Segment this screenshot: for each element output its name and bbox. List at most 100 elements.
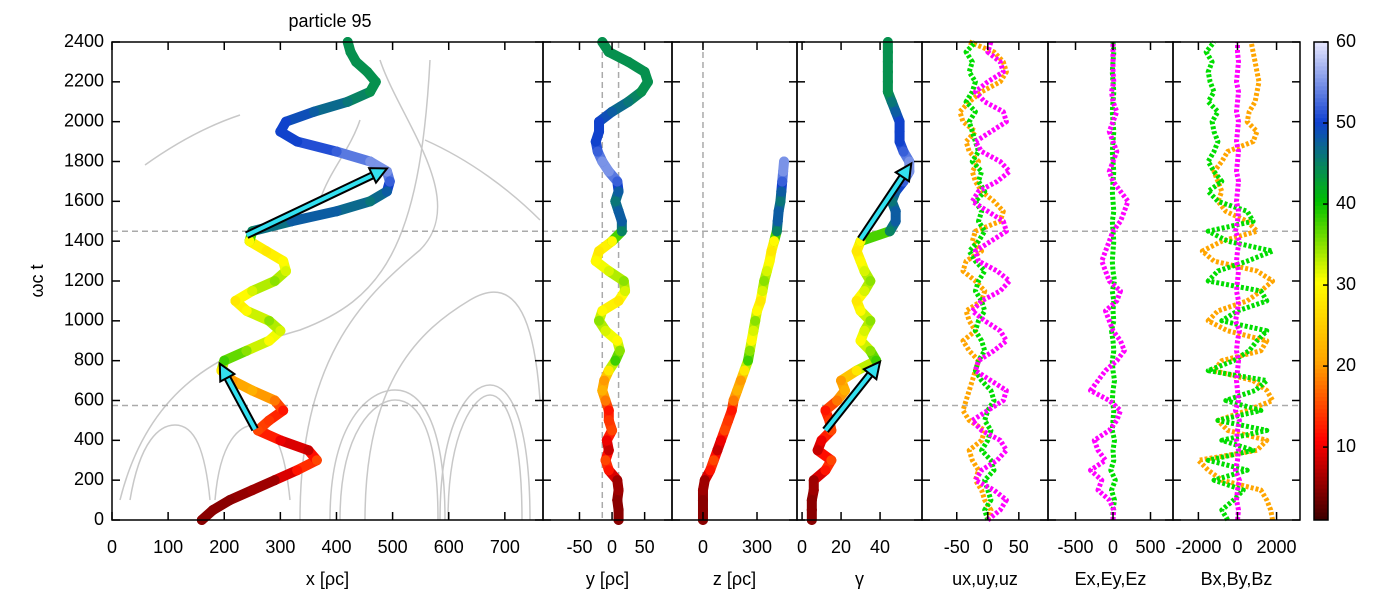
- colorbar-slice: [1314, 468, 1328, 473]
- trajectory-point: [241, 305, 252, 316]
- colorbar-slice: [1314, 500, 1328, 505]
- trajectory-point: [764, 256, 775, 267]
- x-tick-label: -500: [1058, 537, 1094, 557]
- trajectory-point: [732, 385, 743, 396]
- colorbar-slice: [1314, 420, 1328, 425]
- y-tick-label: 0: [94, 509, 104, 529]
- trajectory-point: [331, 206, 342, 217]
- trajectory-segment: [309, 96, 353, 117]
- trajectory-point: [616, 226, 627, 237]
- colorbar-slice: [1314, 109, 1328, 115]
- trajectory-point: [607, 106, 618, 117]
- x-tick-label: 400: [321, 537, 351, 557]
- trajectory-point: [613, 186, 624, 197]
- colorbar-slice: [1314, 193, 1328, 198]
- colorbar-slice: [1314, 125, 1328, 131]
- y-tick-label: 1800: [64, 150, 104, 170]
- trajectory-point: [808, 485, 819, 496]
- colorbar-tick-label: 60: [1336, 31, 1356, 51]
- colorbar-slice: [1314, 77, 1328, 83]
- series-line: [969, 41, 1012, 522]
- trajectory-point: [859, 266, 870, 277]
- trajectory-point: [612, 335, 623, 346]
- colorbar-slice: [1314, 189, 1328, 194]
- trajectory-segment: [855, 226, 895, 247]
- series-line: [957, 39, 1009, 521]
- colorbar-slice: [1314, 440, 1328, 445]
- title: particle 95: [288, 11, 371, 31]
- colorbar-slice: [1314, 149, 1328, 155]
- y-tick-label: 2400: [64, 31, 104, 51]
- trajectory-point: [865, 345, 876, 356]
- trajectory-point: [719, 425, 730, 436]
- trajectory-point: [735, 375, 746, 386]
- trajectory-point: [769, 236, 780, 247]
- colorbar-slice: [1314, 304, 1328, 310]
- trajectory-point: [612, 176, 623, 187]
- colorbar-slice: [1314, 273, 1328, 278]
- trajectory-point: [592, 146, 603, 157]
- colorbar-slice: [1314, 221, 1328, 226]
- colorbar-slice: [1314, 328, 1328, 334]
- colorbar-slice: [1314, 181, 1328, 186]
- trajectory-point: [855, 256, 866, 267]
- trajectory-point: [771, 226, 782, 237]
- colorbar-slice: [1314, 452, 1328, 457]
- colorbar-slice: [1314, 137, 1328, 143]
- trajectory-point: [345, 46, 356, 57]
- colorbar-slice: [1314, 340, 1328, 346]
- colorbar-slice: [1314, 456, 1328, 461]
- colorbar-slice: [1314, 61, 1328, 67]
- colorbar-slice: [1314, 225, 1328, 230]
- colorbar-slice: [1314, 388, 1328, 394]
- colorbar-slice: [1314, 65, 1328, 71]
- trajectory-point: [623, 96, 634, 107]
- colorbar-slice: [1314, 384, 1328, 390]
- colorbar-slice: [1314, 412, 1328, 417]
- trajectory-point: [859, 325, 870, 336]
- trajectory-point: [697, 505, 708, 516]
- trajectory-point: [594, 315, 605, 326]
- trajectory-point: [697, 485, 708, 496]
- trajectory-point: [750, 315, 761, 326]
- colorbar-slice: [1314, 89, 1328, 95]
- colorbar-slice: [1314, 508, 1328, 513]
- trajectory-point: [623, 56, 634, 67]
- trajectory-point: [247, 385, 258, 396]
- x-tick-label: 2000: [1257, 537, 1297, 557]
- colorbar-slice: [1314, 484, 1328, 489]
- y-tick-label: 1600: [64, 190, 104, 210]
- colorbar-slice: [1314, 348, 1328, 354]
- colorbar-slice: [1314, 281, 1328, 286]
- trajectory-point: [859, 285, 870, 296]
- series-line: [1233, 42, 1242, 521]
- colorbar-slice: [1314, 233, 1328, 238]
- colorbar-slice: [1314, 404, 1328, 409]
- trajectory-point: [839, 385, 850, 396]
- colorbar-slice: [1314, 129, 1328, 135]
- colorbar-slice: [1314, 165, 1328, 170]
- x-tick-label: 300: [742, 537, 772, 557]
- colorbar-slice: [1314, 85, 1328, 91]
- trajectory-point: [639, 66, 650, 77]
- trajectory-point: [776, 186, 787, 197]
- trajectory-point: [603, 405, 614, 416]
- trajectory-point: [715, 435, 726, 446]
- trajectory-point: [882, 76, 893, 87]
- colorbar-slice: [1314, 356, 1328, 362]
- trajectory-point: [261, 246, 272, 257]
- trajectory-point: [275, 126, 286, 137]
- colorbar-slice: [1314, 336, 1328, 342]
- colorbar-slice: [1314, 368, 1328, 374]
- colorbar-slice: [1314, 372, 1328, 378]
- colorbar-slice: [1314, 332, 1328, 338]
- colorbar-slice: [1314, 288, 1328, 294]
- trajectory-point: [365, 196, 376, 207]
- trajectory-point: [743, 355, 754, 366]
- colorbar-slice: [1314, 436, 1328, 441]
- trajectory-point: [275, 325, 286, 336]
- colorbar-slice: [1314, 245, 1328, 250]
- trajectory-point: [292, 136, 303, 147]
- trajectory-point: [865, 315, 876, 326]
- colorbar-slice: [1314, 277, 1328, 282]
